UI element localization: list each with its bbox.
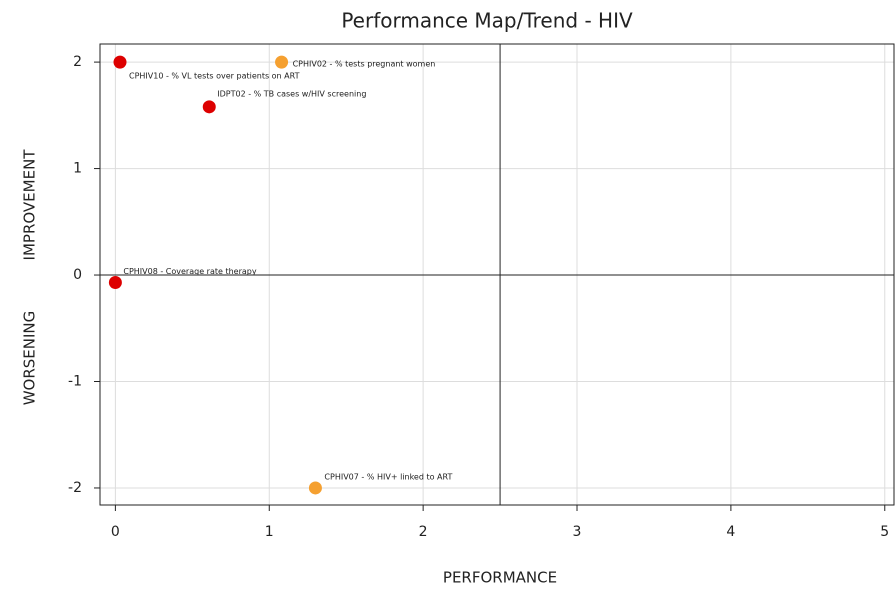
y-tick-label: -1 bbox=[68, 373, 82, 389]
plot-frame bbox=[99, 43, 895, 506]
y-axis-label-bottom: WORSENING bbox=[21, 311, 39, 406]
y-axis-label-top: IMPROVEMENT bbox=[21, 149, 39, 261]
point bbox=[113, 55, 127, 69]
point-label: CPHIV02 - % tests pregnant women bbox=[293, 60, 436, 69]
x-tick-label: 0 bbox=[111, 524, 120, 540]
chart-title: Performance Map/Trend - HIV bbox=[341, 9, 633, 33]
y-tick-label: 2 bbox=[73, 54, 82, 70]
point-label: CPHIV07 - % HIV+ linked to ART bbox=[324, 472, 452, 481]
point-label: CPHIV08 - Coverage rate therapy bbox=[123, 267, 256, 276]
point bbox=[108, 275, 122, 289]
x-tick-label: 4 bbox=[726, 524, 735, 540]
y-tick-label: 1 bbox=[73, 161, 82, 177]
x-axis-label: PERFORMANCE bbox=[443, 569, 557, 587]
y-tick-label: -2 bbox=[68, 480, 82, 496]
x-tick-label: 5 bbox=[880, 524, 889, 540]
x-tick-label: 2 bbox=[419, 524, 428, 540]
point bbox=[308, 481, 322, 495]
y-tick-label: 0 bbox=[73, 267, 82, 283]
x-tick-label: 3 bbox=[573, 524, 582, 540]
point-label: CPHIV10 - % VL tests over patients on AR… bbox=[129, 72, 300, 81]
point bbox=[275, 55, 289, 69]
x-tick-label: 1 bbox=[265, 524, 274, 540]
point-label: IDPT02 - % TB cases w/HIV screening bbox=[217, 89, 366, 98]
point bbox=[202, 100, 216, 114]
